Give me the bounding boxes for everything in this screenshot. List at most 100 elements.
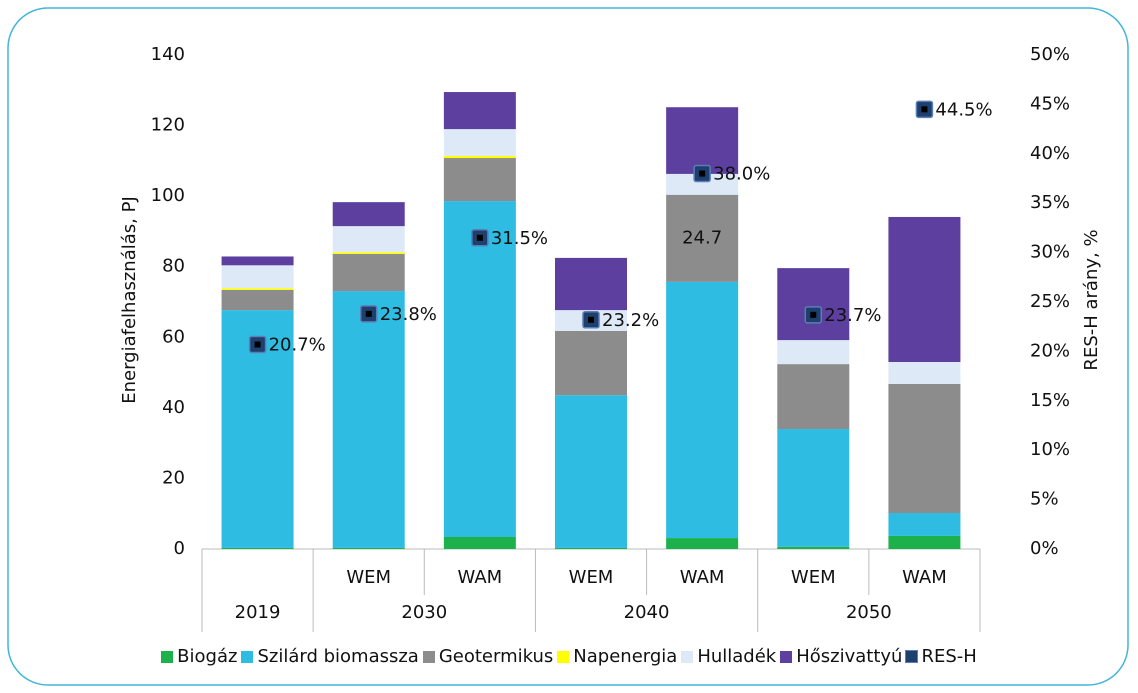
bar-segment	[443, 155, 516, 159]
bar-segment	[888, 216, 961, 362]
bar-segment	[332, 226, 405, 253]
y2-tick-label: 10%	[1030, 439, 1070, 460]
y-tick-label: 0	[174, 538, 185, 559]
legend-swatch	[161, 650, 174, 663]
data-label: 23.8%	[380, 304, 437, 325]
bar-segment	[332, 547, 405, 549]
bar-segment	[443, 158, 516, 202]
legend-item: RES-H	[905, 646, 977, 667]
y2-tick-label: 15%	[1030, 390, 1070, 411]
bar-segment	[777, 364, 850, 430]
x-tick-label: WAM	[680, 567, 725, 588]
legend-swatch	[681, 650, 694, 663]
y-tick-label: 140	[151, 44, 185, 65]
bar-segment	[666, 173, 739, 195]
marker-dot	[588, 316, 594, 323]
y2-tick-label: 35%	[1030, 192, 1070, 213]
group-label: 2019	[235, 602, 281, 623]
bar-segment	[777, 546, 850, 549]
x-tick-label: WAM	[458, 567, 503, 588]
legend-item: Hőszivattyú	[780, 646, 902, 667]
legend-item: Hulladék	[681, 646, 776, 667]
bar-segment	[221, 547, 294, 549]
y-tick-label: 20	[162, 467, 185, 488]
legend-label: Geotermikus	[438, 646, 554, 667]
bar-segment	[888, 361, 961, 384]
bar-segment	[666, 107, 739, 174]
group-label: 2050	[846, 602, 892, 623]
y-tick-label: 120	[151, 115, 185, 136]
y-tick-label: 40	[162, 397, 185, 418]
bar-segment	[332, 291, 405, 548]
marker-dot	[699, 170, 706, 177]
y-tick-label: 60	[162, 326, 185, 347]
legend-swatch	[422, 650, 435, 663]
legend-swatch	[241, 650, 254, 663]
legend-label: Hulladék	[697, 646, 777, 667]
marker-dot	[476, 234, 483, 241]
group-label: 2040	[624, 602, 670, 623]
bar-segment	[888, 535, 961, 549]
legend-item: Napenergia	[557, 646, 677, 667]
bar-segment	[332, 252, 405, 255]
bar-segment	[555, 395, 627, 548]
y2-tick-label: 0%	[1030, 538, 1059, 559]
legend-label: Napenergia	[573, 646, 678, 667]
x-tick-label: WEM	[346, 567, 391, 588]
bar-segment	[777, 340, 850, 365]
data-label: 31.5%	[491, 228, 548, 249]
bar-segment	[332, 254, 405, 292]
data-label: 44.5%	[935, 99, 992, 120]
x-tick-label: WEM	[569, 567, 614, 588]
y2-tick-label: 30%	[1030, 242, 1070, 263]
marker-dot	[921, 106, 928, 113]
legend-item: Biogáz	[161, 646, 237, 667]
data-label: 23.2%	[602, 310, 659, 331]
bar-segment	[443, 92, 516, 130]
y2-axis-label: RES-H arány, %	[1081, 229, 1102, 370]
frame	[7, 7, 1129, 686]
bar-segment	[555, 330, 627, 396]
legend: Biogáz Szilárd biomassza Geotermikus Napene…	[0, 646, 1138, 667]
bar-segment	[888, 383, 961, 514]
marker-dot	[365, 310, 372, 317]
y2-tick-label: 40%	[1030, 143, 1070, 164]
group-label: 2030	[401, 602, 447, 623]
y-tick-label: 100	[151, 185, 185, 206]
y2-tick-label: 50%	[1030, 44, 1070, 65]
marker-dot	[254, 341, 261, 348]
marker-dot	[810, 311, 817, 318]
bar-segment	[443, 537, 516, 549]
bar-segment	[777, 268, 850, 341]
bar-segment	[221, 256, 294, 266]
bar-segment	[221, 290, 294, 311]
legend-label: Szilárd biomassza	[257, 646, 419, 667]
legend-label: Hőszivattyú	[796, 646, 903, 667]
bar-segment	[777, 429, 850, 547]
bar-segment	[555, 547, 627, 549]
bar-segment	[332, 202, 405, 227]
data-label: 38.0%	[713, 164, 770, 185]
data-label: 24.7	[682, 227, 722, 248]
legend-swatch	[557, 650, 570, 663]
bar-segment	[443, 129, 516, 156]
bar-segment	[888, 513, 961, 536]
y-axis-label: Energiafelhasználás, PJ	[119, 196, 140, 404]
legend-label: Biogáz	[177, 646, 238, 667]
bar-segment	[443, 201, 516, 538]
x-tick-label: WAM	[902, 567, 947, 588]
y2-tick-label: 5%	[1030, 489, 1059, 510]
bar-segment	[555, 257, 627, 311]
legend-label: RES-H	[921, 646, 977, 667]
legend-swatch	[780, 650, 793, 663]
y2-tick-label: 25%	[1030, 291, 1070, 312]
y2-tick-label: 45%	[1030, 93, 1070, 114]
bar-segment	[221, 288, 294, 291]
legend-item: Szilárd biomassza	[241, 646, 419, 667]
legend-item: Geotermikus	[422, 646, 554, 667]
data-label: 23.7%	[824, 305, 881, 326]
bar-segment	[666, 538, 739, 549]
bar-segment	[666, 281, 739, 539]
